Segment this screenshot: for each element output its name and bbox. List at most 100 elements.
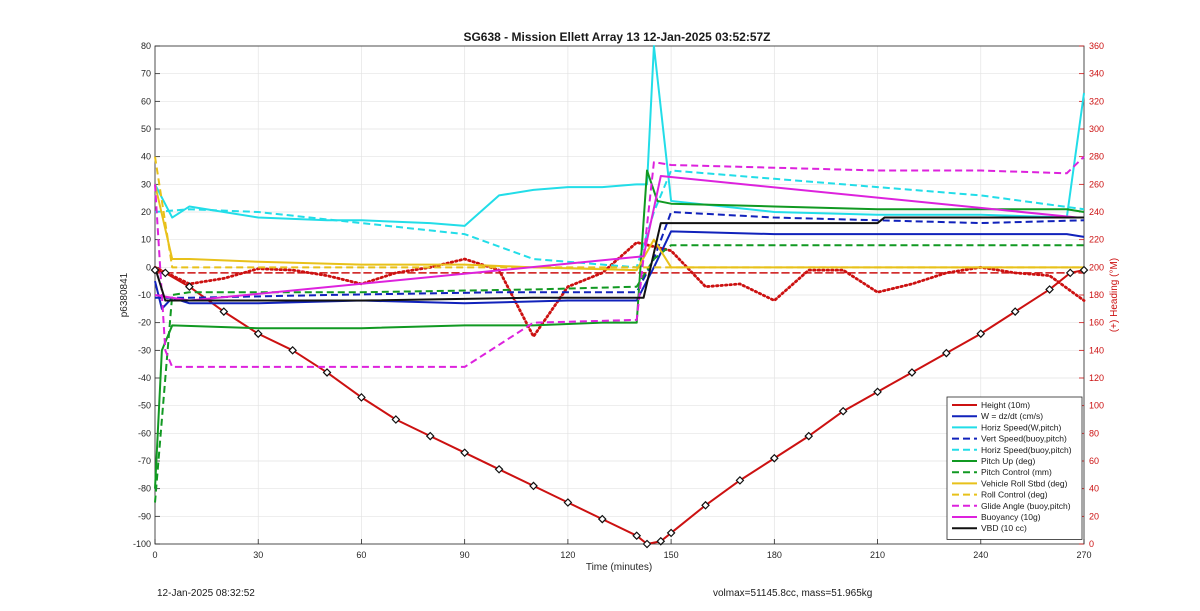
series-line-pitch-control-mm — [154, 244, 1084, 503]
height-marker — [666, 528, 676, 538]
legend-label-horiz-speed-w-pitch: Horiz Speed(W,pitch) — [981, 422, 1061, 432]
right-axis: 3603403203002802602402202001801601401201… — [1079, 41, 1104, 549]
y-tick-label: 80 — [141, 41, 151, 51]
height-marker — [160, 268, 170, 278]
y-tick-label: 30 — [141, 179, 151, 189]
series-line-buoyancy-10g — [154, 175, 1078, 302]
height-marker — [642, 539, 652, 549]
y2-tick-label: 140 — [1089, 345, 1104, 355]
legend-label-pitch-up-deg: Pitch Up (deg) — [981, 456, 1035, 466]
height-marker — [769, 453, 779, 463]
height-marker — [357, 393, 366, 402]
legend-box — [946, 396, 1083, 540]
y-tick-label: -30 — [138, 345, 151, 355]
y-tick-label: 10 — [141, 235, 151, 245]
y2-tick-label: 240 — [1089, 207, 1104, 217]
height-marker — [1045, 285, 1054, 294]
y2-tick-label: 60 — [1089, 456, 1099, 466]
y2-tick-label: 320 — [1089, 96, 1104, 106]
x-tick-label: 270 — [1076, 550, 1091, 560]
height-marker — [597, 514, 607, 524]
legend-label-w-dz-dt-cm-s: W = dz/dt (cm/s) — [981, 411, 1043, 421]
x-tick-label: 60 — [356, 550, 366, 560]
x-tick-label: 240 — [973, 550, 988, 560]
grid — [154, 45, 1085, 545]
y2-tick-label: 180 — [1089, 290, 1104, 300]
x-tick-label: 90 — [460, 550, 470, 560]
series-line-glide-angle-buoy-pitch — [154, 155, 1085, 368]
y-tick-label: 50 — [141, 124, 151, 134]
y-tick-label: -60 — [138, 428, 151, 438]
height-marker — [185, 282, 194, 292]
series-line-height-10m — [154, 269, 1085, 545]
y-tick-label: 40 — [141, 152, 151, 162]
bottom-axis: 0 30 60 90 120 150 180 210 240 270 — [152, 539, 1092, 560]
height-marker — [288, 345, 297, 355]
legend-label-vehicle-roll-stbd-deg: Vehicle Roll Stbd (deg) — [981, 478, 1068, 488]
height-marker — [460, 448, 470, 458]
y-tick-label: -90 — [138, 511, 151, 521]
x-tick-label: 150 — [664, 550, 679, 560]
height-marker — [253, 329, 263, 339]
y-tick-label: 70 — [141, 69, 151, 79]
y-tick-label: -80 — [138, 484, 151, 494]
y-tick-label: 60 — [141, 96, 151, 106]
series-line-pitch-up-deg — [154, 169, 1085, 489]
legend-label-height-10m: Height (10m) — [981, 400, 1030, 410]
height-marker — [150, 265, 160, 275]
height-marker — [425, 431, 435, 441]
height-marker — [656, 536, 666, 546]
footer-summary: volmax=51145.8cc, mass=51.965kg — [713, 588, 873, 599]
height-marker — [838, 406, 848, 416]
y2-tick-label: 260 — [1089, 179, 1104, 189]
height-marker — [529, 481, 538, 491]
y2-tick-label: 300 — [1089, 124, 1104, 134]
height-marker — [1065, 268, 1075, 278]
height-marker — [976, 329, 986, 339]
legend-label-vbd-10-cc: VBD (10 cc) — [981, 523, 1027, 533]
series-line-vert-speed-buoy-pitch — [155, 211, 1085, 299]
x-tick-label: 120 — [560, 550, 575, 560]
x-tick-label: 0 — [152, 550, 157, 560]
height-marker — [701, 500, 710, 510]
y-tick-label: -100 — [133, 539, 151, 549]
legend-label-roll-control-deg: Roll Control (deg) — [981, 490, 1048, 500]
height-marker — [563, 498, 573, 507]
legend-label-buoyancy-10g: Buoyancy (10g) — [981, 512, 1041, 522]
height-marker — [804, 431, 814, 441]
chart-title: SG638 - Mission Ellett Array 13 12-Jan-2… — [463, 30, 770, 44]
height-marker — [873, 387, 882, 397]
y2-tick-label: 280 — [1089, 152, 1104, 162]
y-tick-label: -20 — [138, 318, 151, 328]
y2-axis-label: (+) Heading (°M) — [1109, 258, 1120, 332]
series-layer — [150, 45, 1089, 549]
height-marker — [735, 476, 745, 485]
y2-tick-label: 340 — [1089, 69, 1104, 79]
series-line-vbd-10-cc — [154, 216, 1084, 302]
y-tick-label: -40 — [138, 373, 151, 383]
y2-tick-label: 360 — [1089, 41, 1104, 51]
y-tick-label: -10 — [138, 290, 151, 300]
height-marker — [219, 307, 229, 316]
legend-label-pitch-control-mm: Pitch Control (mm) — [981, 467, 1052, 477]
y-tick-label: 0 — [146, 262, 151, 272]
series-line-horiz-speed-w-pitch — [154, 45, 1085, 227]
y2-tick-label: 80 — [1089, 428, 1099, 438]
x-tick-label: 30 — [253, 550, 263, 560]
y-axis-label: p6380841 — [119, 272, 130, 317]
height-marker — [1079, 265, 1089, 275]
x-tick-label: 210 — [870, 550, 885, 560]
x-tick-label: 180 — [767, 550, 782, 560]
y2-tick-label: 20 — [1089, 511, 1099, 521]
height-marker — [942, 348, 951, 358]
height-marker — [632, 531, 642, 541]
y2-tick-label: 120 — [1089, 373, 1104, 383]
legend: Height (10m)W = dz/dt (cm/s)Horiz Speed(… — [946, 396, 1083, 540]
y2-tick-label: 160 — [1089, 318, 1104, 328]
y2-tick-label: 100 — [1089, 401, 1104, 411]
height-marker — [391, 415, 401, 424]
legend-label-vert-speed-buoy-pitch: Vert Speed(buoy,pitch) — [981, 434, 1067, 444]
y-tick-label: 20 — [141, 207, 151, 217]
legend-label-horiz-speed-buoy-pitch: Horiz Speed(buoy,pitch) — [981, 445, 1072, 455]
x-axis-label: Time (minutes) — [586, 562, 652, 573]
